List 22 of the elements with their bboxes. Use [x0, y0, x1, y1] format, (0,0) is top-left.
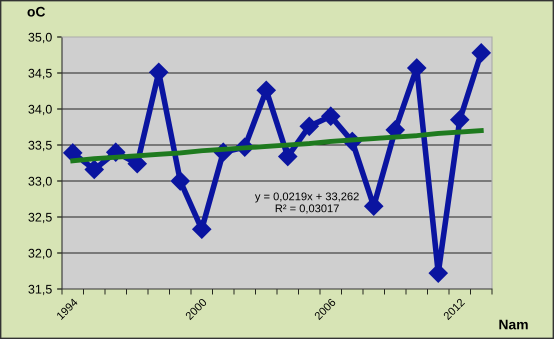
point [321, 106, 340, 126]
point [472, 43, 491, 62]
point [84, 160, 104, 180]
point [300, 116, 319, 136]
annotation: y = 0,0219x + 33,262 R² = 0,03017 [254, 192, 359, 214]
x-axis-title: Nam [499, 320, 528, 330]
y-axis-title: oC [27, 6, 46, 17]
y-tick-label: 33,0 [28, 176, 52, 188]
point [63, 143, 82, 162]
point [364, 196, 384, 216]
y-tick-label: 34,5 [28, 68, 52, 80]
y-tick-label: 32,0 [28, 248, 52, 260]
y-tick-label: 35,0 [28, 32, 52, 44]
point [450, 110, 470, 130]
y-tick-label: 31,5 [28, 284, 52, 296]
y-tick-label: 32,5 [28, 212, 52, 224]
point [256, 80, 276, 100]
point [192, 220, 212, 239]
y-tick-label: 34,0 [28, 104, 52, 116]
point [170, 171, 190, 191]
y-tick-label: 33,5 [28, 140, 52, 152]
point [278, 146, 298, 166]
